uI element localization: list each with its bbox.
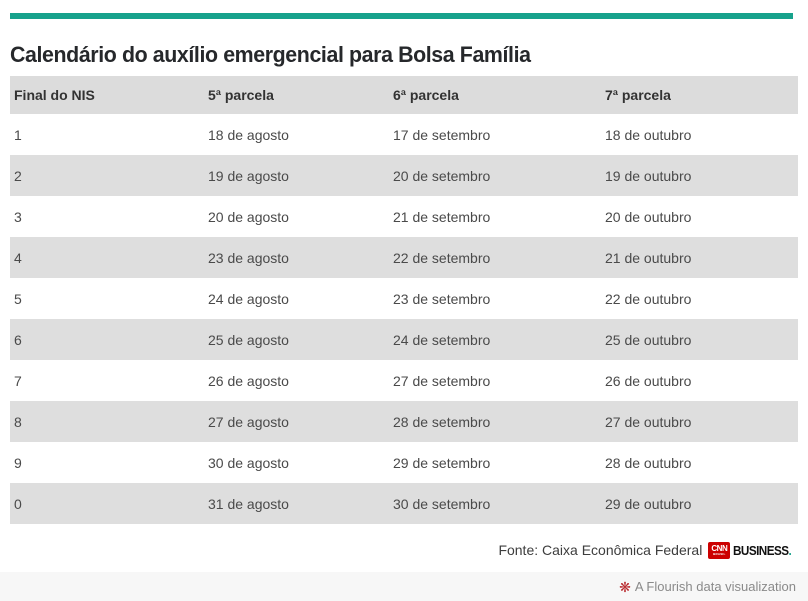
table-cell: 24 de setembro [389, 319, 601, 360]
table-cell: 26 de agosto [208, 372, 289, 389]
table-cell: 21 de outubro [601, 237, 798, 278]
business-wordmark: BUSINESS. [733, 542, 792, 558]
column-header: Final do NIS [10, 76, 204, 114]
flourish-flower-icon: ❋ [619, 578, 631, 595]
table-cell: 27 de outubro [601, 401, 798, 442]
table-row: 7 26 de agosto 27 de setembro 26 de outubro [10, 360, 798, 401]
table-cell: 2 [10, 155, 204, 196]
table-cell: 0 [10, 483, 204, 524]
accent-bar [10, 13, 793, 19]
table-cell: 28 de setembro [389, 401, 601, 442]
cnn-logo-text: CNN [711, 543, 728, 553]
table-cell: 7 [14, 372, 22, 389]
table-row: 2 19 de agosto 20 de setembro 19 de outubro [10, 155, 798, 196]
table-cell: 21 de setembro [393, 208, 491, 225]
table-cell: 19 de agosto [204, 155, 389, 196]
cnn-logo-icon: CNN BRASIL [708, 541, 731, 559]
table-cell: 25 de outubro [601, 319, 798, 360]
table-cell: 9 [14, 454, 22, 471]
table-cell: 4 [10, 237, 204, 278]
cnn-logo-subtext: BRASIL [713, 551, 726, 556]
table-body: 1 18 de agosto 17 de setembro 18 de outubro… [10, 114, 798, 524]
table-cell: 27 de setembro [393, 372, 491, 389]
table-cell: 18 de outubro [605, 126, 692, 143]
table-cell: 23 de setembro [393, 290, 491, 307]
table-row: 8 27 de agosto 28 de setembro 27 de outubro [10, 401, 798, 442]
table-row: 4 23 de agosto 22 de setembro 21 de outubro [10, 237, 798, 278]
page-title: Calendário do auxílio emergencial para B… [10, 41, 531, 67]
table-cell: 1 [14, 126, 22, 143]
column-header: 7ª parcela [601, 76, 798, 114]
table-cell: 28 de outubro [605, 454, 692, 471]
column-header: 5ª parcela [204, 76, 389, 114]
table-cell: 8 [10, 401, 204, 442]
table-cell: 30 de setembro [389, 483, 601, 524]
table-cell: 20 de agosto [208, 208, 289, 225]
table-header: Final do NIS 5ª parcela 6ª parcela 7ª parce… [10, 76, 798, 114]
payment-table: Final do NIS 5ª parcela 6ª parcela 7ª parce… [10, 76, 798, 524]
column-header: 6ª parcela [389, 76, 601, 114]
table-row: 5 24 de agosto 23 de setembro 22 de outubro [10, 278, 798, 319]
attribution-text: A Flourish data visualization [634, 579, 796, 594]
table-cell: 23 de agosto [204, 237, 389, 278]
table-cell: 24 de agosto [208, 290, 289, 307]
flourish-strip: ❋ A Flourish data visualization [0, 572, 808, 601]
flourish-attribution-link[interactable]: ❋ A Flourish data visualization [619, 579, 796, 594]
table-header-row: Final do NIS 5ª parcela 6ª parcela 7ª parce… [10, 76, 798, 114]
source-line: Fonte: Caixa Econômica Federal CNN BRASI… [498, 539, 798, 561]
business-period: . [788, 542, 792, 558]
table-cell: 29 de outubro [601, 483, 798, 524]
table-row: 1 18 de agosto 17 de setembro 18 de outubro [10, 114, 798, 155]
table-cell: 3 [14, 208, 22, 225]
table-row: 9 30 de agosto 29 de setembro 28 de outubro [10, 442, 798, 483]
table-cell: 17 de setembro [393, 126, 491, 143]
table-cell: 6 [10, 319, 204, 360]
table-cell: 19 de outubro [601, 155, 798, 196]
table-row: 6 25 de agosto 24 de setembro 25 de outubro [10, 319, 798, 360]
table-cell: 22 de outubro [605, 290, 692, 307]
source-text: Fonte: Caixa Econômica Federal [498, 542, 703, 558]
table-cell: 29 de setembro [393, 454, 491, 471]
table-cell: 20 de setembro [389, 155, 601, 196]
table-cell: 20 de outubro [605, 208, 692, 225]
table-cell: 26 de outubro [605, 372, 692, 389]
table-row: 0 31 de agosto 30 de setembro 29 de outubro [10, 483, 798, 524]
table-row: 3 20 de agosto 21 de setembro 20 de outubro [10, 196, 798, 237]
payment-table-wrap: Final do NIS 5ª parcela 6ª parcela 7ª parce… [10, 76, 798, 524]
table-cell: 18 de agosto [208, 126, 289, 143]
table-cell: 30 de agosto [208, 454, 289, 471]
table-cell: 31 de agosto [204, 483, 389, 524]
cnn-business-logo: CNN BRASIL BUSINESS. [708, 541, 798, 559]
table-cell: 27 de agosto [204, 401, 389, 442]
table-cell: 25 de agosto [204, 319, 389, 360]
table-cell: 22 de setembro [389, 237, 601, 278]
table-cell: 5 [14, 290, 22, 307]
